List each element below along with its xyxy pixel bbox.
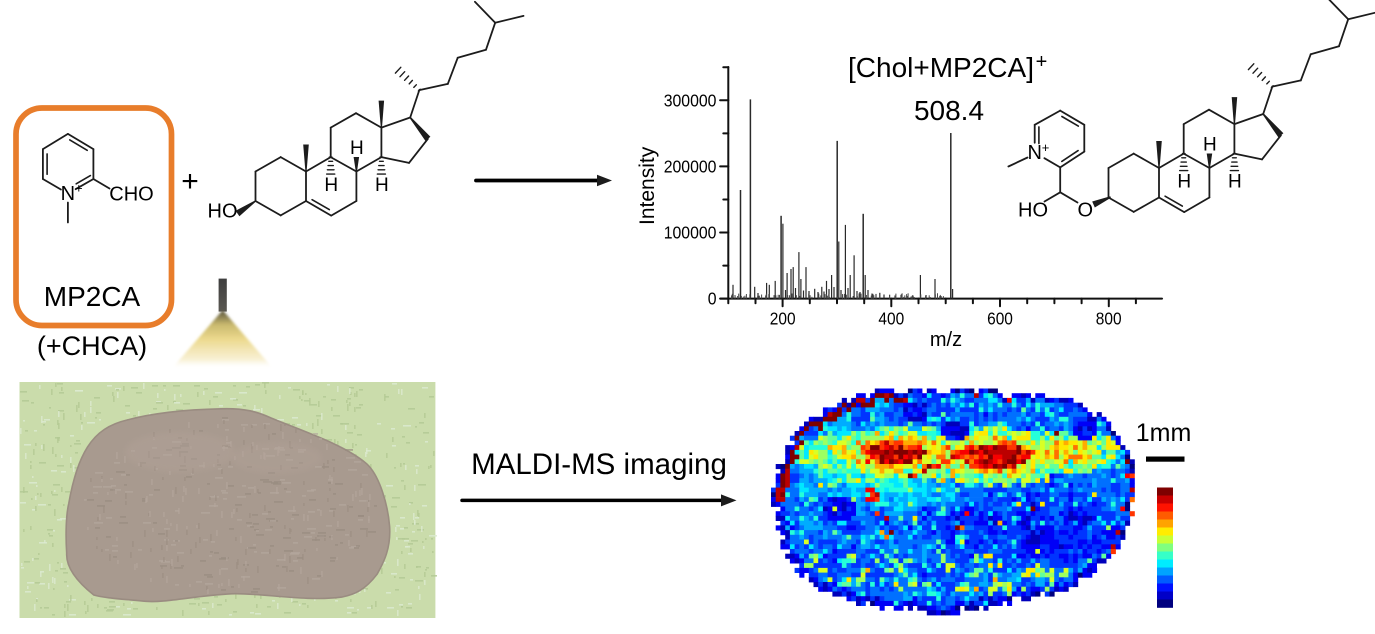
svg-text:m/z: m/z xyxy=(930,329,962,351)
svg-text:H: H xyxy=(375,175,389,196)
svg-text:300000: 300000 xyxy=(664,90,717,110)
svg-text:HO: HO xyxy=(208,201,238,223)
svg-text:MALDI-MS imaging: MALDI-MS imaging xyxy=(471,448,727,481)
svg-text:H: H xyxy=(1203,135,1217,156)
svg-text:0: 0 xyxy=(708,289,717,309)
svg-text:1mm: 1mm xyxy=(1136,419,1192,447)
svg-text:+: + xyxy=(181,165,199,198)
svg-text:400: 400 xyxy=(878,309,904,329)
svg-text:Intensity: Intensity xyxy=(636,146,659,225)
svg-text:H: H xyxy=(1228,172,1242,193)
svg-text:+: + xyxy=(1036,51,1048,73)
svg-text:O: O xyxy=(1078,200,1094,222)
svg-text:+: + xyxy=(1042,140,1050,155)
svg-text:N: N xyxy=(1027,142,1041,164)
svg-text:600: 600 xyxy=(987,309,1013,329)
svg-text:200: 200 xyxy=(770,309,796,329)
svg-text:CHO: CHO xyxy=(109,184,153,206)
svg-text:H: H xyxy=(1177,172,1191,193)
svg-text:508.4: 508.4 xyxy=(914,95,984,126)
svg-text:+: + xyxy=(75,181,83,196)
svg-text:200000: 200000 xyxy=(664,156,717,176)
svg-text:(+CHCA): (+CHCA) xyxy=(37,331,147,361)
svg-text:MP2CA: MP2CA xyxy=(44,281,141,312)
svg-text:H: H xyxy=(324,175,338,196)
svg-text:[Chol+MP2CA]: [Chol+MP2CA] xyxy=(848,52,1034,83)
svg-text:800: 800 xyxy=(1096,309,1122,329)
svg-text:H: H xyxy=(350,138,364,159)
svg-text:100000: 100000 xyxy=(664,223,717,243)
svg-text:HO: HO xyxy=(1018,200,1048,222)
svg-text:N: N xyxy=(61,183,75,205)
